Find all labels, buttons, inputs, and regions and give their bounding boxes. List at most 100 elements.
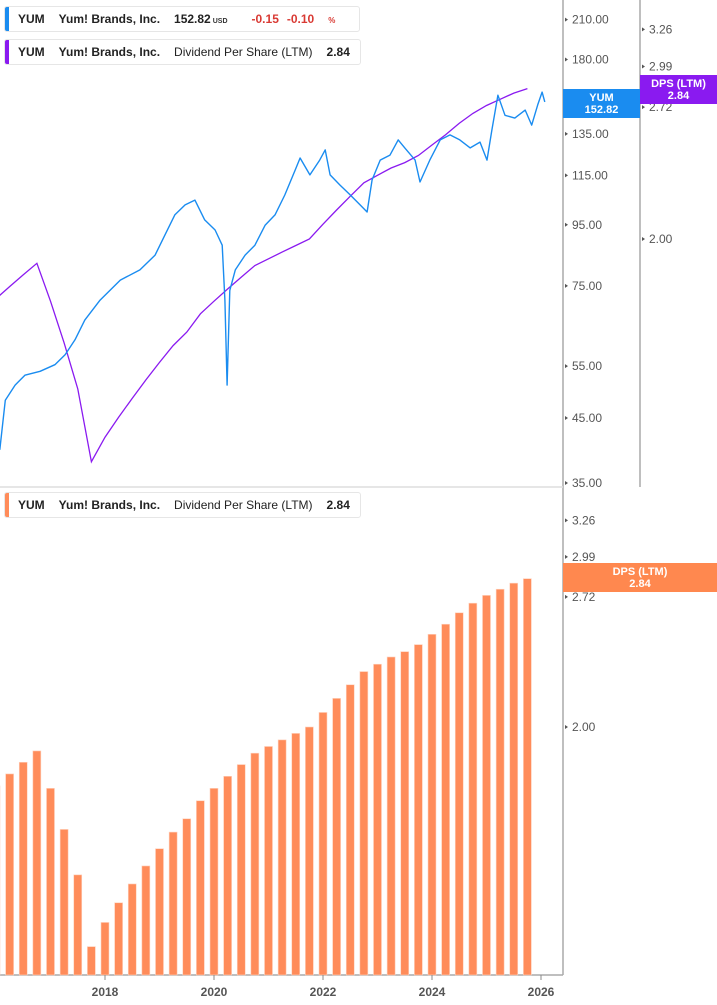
dps-bar bbox=[155, 848, 164, 976]
dps-bar bbox=[100, 922, 110, 976]
price-tick-label: 180.00 bbox=[572, 53, 609, 67]
dps-bar bbox=[441, 623, 450, 976]
dps-bar bbox=[454, 612, 464, 976]
dps-tag-label: DPS (LTM) bbox=[612, 565, 668, 578]
price-tick-label-marker bbox=[565, 481, 568, 485]
legend-value: 2.84 bbox=[326, 498, 350, 512]
legend-company: Yum! Brands, Inc. bbox=[58, 45, 161, 59]
dps-bar bbox=[277, 739, 287, 976]
dps-bar bbox=[127, 883, 137, 976]
price-tick-label: 210.00 bbox=[572, 13, 609, 27]
legend-company: Yum! Brands, Inc. bbox=[58, 498, 161, 512]
dps-tag-value: 2.84 bbox=[629, 577, 651, 590]
dps-bottom-tick-label: 2.00 bbox=[572, 720, 596, 734]
price-tick-label: 35.00 bbox=[572, 476, 602, 490]
legend-value: 2.84 bbox=[326, 45, 350, 59]
legend-metric: Dividend Per Share (LTM) bbox=[174, 45, 313, 59]
dps-bar bbox=[18, 761, 28, 976]
dps-top-tick-label: 2.99 bbox=[649, 59, 673, 73]
legend-price-value: 152.82 bbox=[174, 12, 211, 26]
dps-tag-label: DPS (LTM) bbox=[651, 77, 706, 90]
dps-bottom-tick-label: 2.72 bbox=[572, 590, 596, 604]
dps-bar bbox=[5, 773, 14, 976]
dps-bars bbox=[0, 578, 532, 976]
dps-top-tick-label: 3.26 bbox=[649, 22, 673, 36]
legend-metric: Dividend Per Share (LTM) bbox=[174, 498, 313, 512]
dps-bar bbox=[209, 788, 219, 976]
price-tag-label: YUM bbox=[589, 91, 614, 104]
price-tick-label: 45.00 bbox=[572, 411, 602, 425]
dps-bottom-tick-label-marker bbox=[565, 594, 568, 599]
legend-dps-bottom[interactable]: YUM Yum! Brands, Inc. Dividend Per Share… bbox=[4, 492, 361, 518]
price-tick-label: 75.00 bbox=[572, 279, 602, 293]
dps-line-color-swatch bbox=[5, 40, 9, 64]
dps-bottom-tick-label-marker bbox=[565, 518, 568, 523]
dps-bar-color-swatch bbox=[5, 493, 9, 517]
dps-bar bbox=[141, 865, 151, 976]
dps-bar bbox=[236, 764, 246, 976]
price-tick-label-marker bbox=[565, 57, 568, 62]
legend-change-pct: -0.10 bbox=[286, 12, 315, 26]
price-tick-label-marker bbox=[565, 173, 568, 178]
dps-bottom-tick-label: 3.26 bbox=[572, 513, 596, 527]
dps-bar bbox=[386, 656, 396, 976]
legend-price[interactable]: YUM Yum! Brands, Inc. 152.82 USD -0.15 -0… bbox=[4, 6, 361, 32]
legend-ticker: YUM bbox=[18, 498, 45, 512]
price-tick-label-marker bbox=[565, 131, 568, 136]
dps-bar bbox=[196, 800, 205, 976]
dps-bar bbox=[373, 663, 382, 976]
dps-tag-value: 2.84 bbox=[667, 89, 690, 102]
dps-bar bbox=[59, 829, 69, 976]
price-color-swatch bbox=[5, 7, 9, 31]
dps-bar bbox=[168, 831, 178, 976]
axis-labels: 210.00 180.00 135.00 115.00 95.00 75.00 55.00 4… bbox=[92, 13, 673, 999]
dps-top-tick-label-marker bbox=[642, 237, 645, 241]
percent-sign: % bbox=[328, 16, 336, 25]
dps-bottom-tick-label: 2.99 bbox=[572, 550, 596, 564]
x-tick-label: 2020 bbox=[201, 985, 228, 999]
dps-top-tick-label: 2.00 bbox=[649, 232, 673, 246]
price-tick-label: 135.00 bbox=[572, 127, 609, 141]
legend-dps-top[interactable]: YUM Yum! Brands, Inc. Dividend Per Share… bbox=[4, 39, 361, 65]
price-line bbox=[0, 91, 546, 450]
dps-bar bbox=[523, 578, 532, 976]
dps-bar bbox=[87, 946, 96, 976]
price-tick-label-marker bbox=[565, 17, 568, 22]
lines bbox=[0, 87, 546, 464]
dps-top-tick-label-marker bbox=[642, 105, 645, 110]
x-tick-label: 2026 bbox=[528, 985, 555, 999]
legend-ticker: YUM bbox=[18, 45, 45, 59]
legend-company: Yum! Brands, Inc. bbox=[58, 12, 161, 26]
dps-bar bbox=[182, 818, 192, 976]
dps-bar bbox=[264, 746, 273, 976]
price-tick-label-marker bbox=[565, 283, 568, 288]
dps-bar bbox=[223, 775, 232, 976]
price-tick-label-marker bbox=[565, 222, 568, 227]
dps-bar bbox=[400, 651, 410, 976]
dps-bar bbox=[482, 595, 491, 976]
dps-bar bbox=[427, 634, 437, 976]
dps-bar bbox=[46, 788, 55, 976]
dps-bar bbox=[359, 671, 369, 976]
dps-bar bbox=[332, 698, 341, 976]
dps-bottom-tag: DPS (LTM) 2.84 bbox=[563, 563, 717, 592]
dps-bar bbox=[250, 752, 260, 976]
dps-bottom-tick-label-marker bbox=[565, 554, 568, 559]
dps-line bbox=[0, 87, 528, 464]
legend-change: -0.15 bbox=[251, 12, 279, 26]
price-tick-label-marker bbox=[565, 416, 568, 421]
dps-bar bbox=[73, 874, 83, 976]
dps-bar bbox=[495, 588, 505, 976]
dps-bar bbox=[509, 582, 519, 976]
dps-bar bbox=[305, 726, 314, 976]
dps-bar bbox=[291, 733, 301, 976]
x-tick-label: 2018 bbox=[92, 985, 119, 999]
legend-ticker: YUM bbox=[18, 12, 45, 26]
price-tick-label: 115.00 bbox=[572, 168, 608, 182]
dps-bar bbox=[114, 902, 123, 976]
dps-top-tick-label-marker bbox=[642, 27, 645, 32]
dps-top-tag: DPS (LTM) 2.84 bbox=[640, 75, 717, 104]
price-tag: YUM 152.82 bbox=[563, 89, 640, 118]
